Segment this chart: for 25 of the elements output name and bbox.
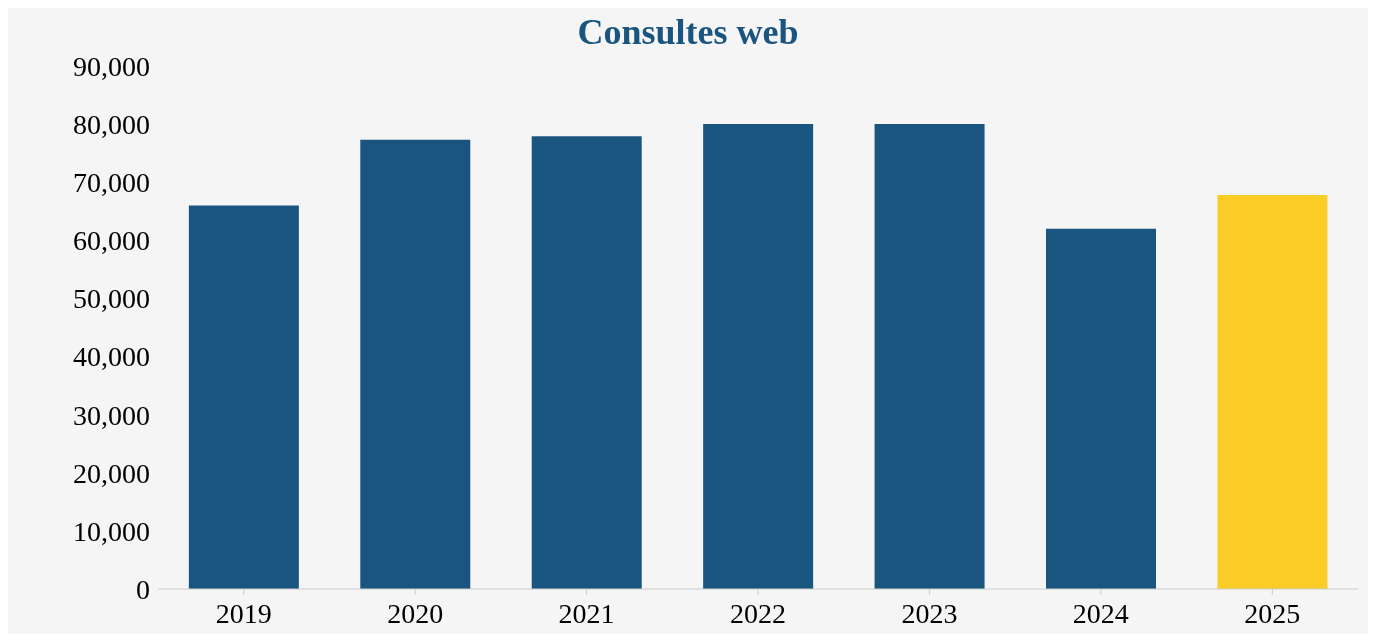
bar	[1046, 228, 1156, 589]
bar	[188, 205, 299, 589]
x-tick-label: 2024	[1072, 597, 1129, 629]
y-tick-label: 30,000	[73, 399, 150, 431]
y-tick-label: 80,000	[73, 109, 150, 141]
y-tick-label: 20,000	[73, 457, 150, 489]
bar	[531, 136, 642, 589]
bar	[874, 124, 985, 589]
y-tick-label: 60,000	[73, 225, 150, 257]
y-tick-label: 50,000	[73, 283, 150, 315]
bar	[1217, 195, 1328, 589]
y-tick-label: 90,000	[73, 50, 150, 82]
x-tick-label: 2022	[730, 597, 786, 629]
x-tick-label: 2020	[387, 597, 444, 629]
y-tick-label: 0	[136, 573, 150, 605]
bar	[360, 139, 471, 589]
x-tick-label: 2025	[1244, 597, 1301, 629]
x-tick-label: 2019	[215, 597, 272, 629]
y-tick-label: 40,000	[73, 341, 150, 373]
chart-title: Consultes web	[577, 12, 799, 52]
x-tick-label: 2021	[558, 597, 615, 629]
bar	[703, 124, 814, 589]
y-tick-label: 10,000	[73, 515, 150, 547]
x-tick-label: 2023	[901, 597, 958, 629]
y-tick-label: 70,000	[73, 167, 150, 199]
